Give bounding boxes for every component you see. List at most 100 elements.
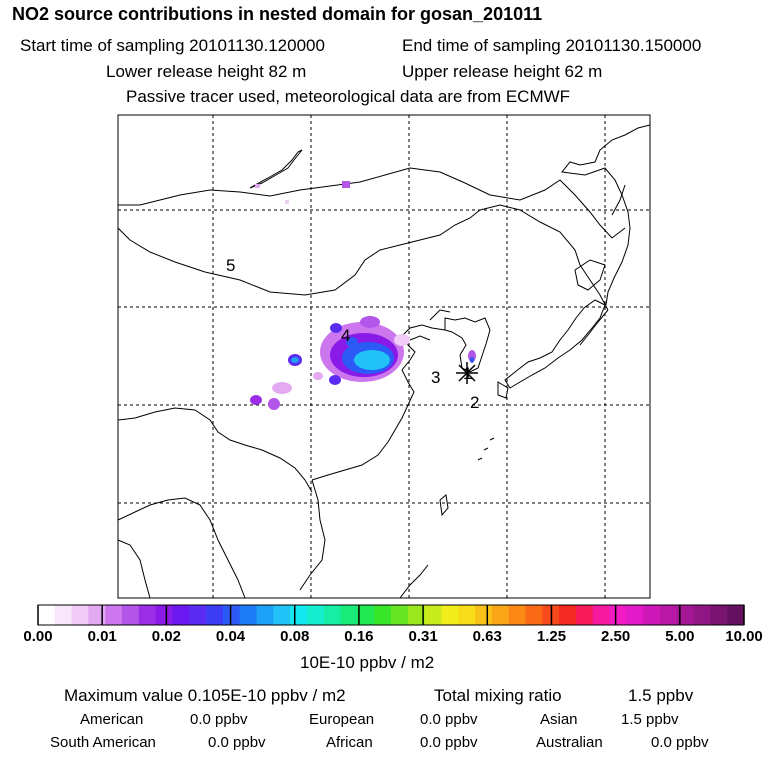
colorbar-cell bbox=[559, 605, 577, 625]
colorbar-cell bbox=[374, 605, 392, 625]
borders-coastlines bbox=[117, 124, 651, 599]
taiwan bbox=[439, 494, 449, 517]
colorbar-tick-label: 0.00 bbox=[23, 628, 53, 645]
colorbar-cell bbox=[575, 605, 594, 625]
colorbar-cell bbox=[38, 605, 56, 625]
japan-honshu bbox=[504, 299, 606, 389]
colorbar-cell bbox=[441, 605, 459, 625]
colorbar-cell bbox=[256, 605, 274, 625]
colorbar-tick-label: 0.08 bbox=[280, 628, 310, 645]
plume-cell bbox=[313, 372, 323, 380]
colorbar-cell bbox=[525, 605, 543, 625]
colorbar-cell bbox=[71, 605, 89, 625]
colorbar-cells bbox=[38, 605, 745, 625]
plume-cell bbox=[468, 350, 476, 362]
colorbar-tick-label: 0.01 bbox=[87, 628, 117, 645]
graticule bbox=[118, 115, 650, 598]
american-value: 0.0 ppbv bbox=[190, 711, 248, 728]
african-value: 0.0 ppbv bbox=[420, 734, 478, 751]
bohai-coast bbox=[409, 309, 451, 341]
japan-hokkaido bbox=[574, 259, 606, 291]
colorbar-tick-marks bbox=[37, 605, 745, 625]
sakhalin bbox=[611, 184, 626, 216]
start-time-label: Start time of sampling 20101130.120000 bbox=[20, 36, 325, 55]
colorbar-cell bbox=[643, 605, 661, 625]
region-label-4: 4 bbox=[341, 326, 351, 345]
region-label-5: 5 bbox=[226, 256, 236, 275]
colorbar-cell bbox=[508, 605, 526, 625]
receptor-star-icon bbox=[456, 362, 478, 384]
japan-kyushu bbox=[497, 381, 509, 399]
plume-cell bbox=[346, 337, 358, 347]
colorbar-cell bbox=[357, 605, 375, 625]
figure-title: NO2 source contributions in nested domai… bbox=[12, 4, 543, 24]
region-label-2: 2 bbox=[470, 393, 480, 412]
plume-cell bbox=[250, 395, 262, 405]
south-american-label: South American bbox=[50, 734, 156, 751]
southern-borders bbox=[117, 407, 429, 599]
plume-cell bbox=[272, 382, 292, 394]
colorbar-tick-label: 5.00 bbox=[665, 628, 695, 645]
tracer-note: Passive tracer used, meteorological data… bbox=[126, 87, 571, 106]
colorbar-cell bbox=[172, 605, 190, 625]
colorbar-tick-label: 0.16 bbox=[344, 628, 374, 645]
ryukyu-islands bbox=[477, 437, 495, 461]
colorbar-cell bbox=[626, 605, 644, 625]
concentration-field bbox=[250, 181, 476, 410]
plume-cell bbox=[255, 184, 260, 188]
european-value: 0.0 ppbv bbox=[420, 711, 478, 728]
plume-cell bbox=[394, 334, 410, 346]
ne-china-border bbox=[479, 204, 609, 311]
colorbar-cell bbox=[407, 605, 426, 625]
colorbar-cell bbox=[475, 605, 493, 625]
total-mixing-label: Total mixing ratio bbox=[434, 686, 562, 705]
colorbar-cell bbox=[391, 605, 409, 625]
colorbar-cell bbox=[290, 605, 308, 625]
plume-cell bbox=[360, 316, 380, 328]
colorbar-unit-label: 10E-10 ppbv / m2 bbox=[300, 653, 435, 672]
american-label: American bbox=[80, 711, 144, 728]
colorbar-cell bbox=[155, 605, 173, 625]
lake-baikal bbox=[249, 149, 303, 189]
max-value-label: Maximum value 0.105E-10 ppbv / m2 bbox=[64, 686, 346, 705]
far-east-coast bbox=[561, 124, 651, 346]
colorbar-cell bbox=[306, 605, 325, 625]
asian-label: Asian bbox=[540, 711, 578, 728]
colorbar-cell bbox=[189, 605, 207, 625]
plume-cell bbox=[329, 375, 341, 385]
colorbar-cell bbox=[710, 605, 728, 625]
colorbar-cell bbox=[592, 605, 611, 625]
plume-cell bbox=[354, 350, 390, 370]
korean-peninsula bbox=[444, 317, 491, 373]
total-mixing-value: 1.5 ppbv bbox=[628, 686, 694, 705]
colorbar-tick-label: 0.31 bbox=[408, 628, 438, 645]
plume-cell bbox=[330, 323, 342, 333]
colorbar-tick-label: 0.02 bbox=[151, 628, 181, 645]
end-time-label: End time of sampling 20101130.150000 bbox=[402, 36, 702, 55]
colorbar-cell bbox=[323, 605, 342, 625]
upper-release-label: Upper release height 62 m bbox=[402, 62, 603, 81]
plume-cell bbox=[342, 181, 350, 188]
plume-cell bbox=[268, 398, 280, 410]
colorbar-cell bbox=[727, 605, 745, 625]
asian-value: 1.5 ppbv bbox=[621, 711, 679, 728]
colorbar-cell bbox=[88, 605, 106, 625]
colorbar-cell bbox=[491, 605, 510, 625]
india-border bbox=[117, 539, 151, 599]
lower-release-label: Lower release height 82 m bbox=[106, 62, 307, 81]
colorbar-tick-label: 0.63 bbox=[472, 628, 502, 645]
colorbar-tick-label: 2.50 bbox=[601, 628, 631, 645]
colorbar-cell bbox=[458, 605, 476, 625]
china-coast bbox=[311, 324, 446, 481]
south-american-value: 0.0 ppbv bbox=[208, 734, 266, 751]
plume-cell bbox=[470, 357, 474, 363]
colorbar-cell bbox=[273, 605, 291, 625]
colorbar-tick-label: 1.25 bbox=[536, 628, 567, 645]
colorbar-cell bbox=[122, 605, 140, 625]
colorbar-cell bbox=[239, 605, 258, 625]
australian-value: 0.0 ppbv bbox=[651, 734, 709, 751]
colorbar-cell bbox=[424, 605, 442, 625]
colorbar-tick-label: 10.00 bbox=[725, 628, 763, 645]
